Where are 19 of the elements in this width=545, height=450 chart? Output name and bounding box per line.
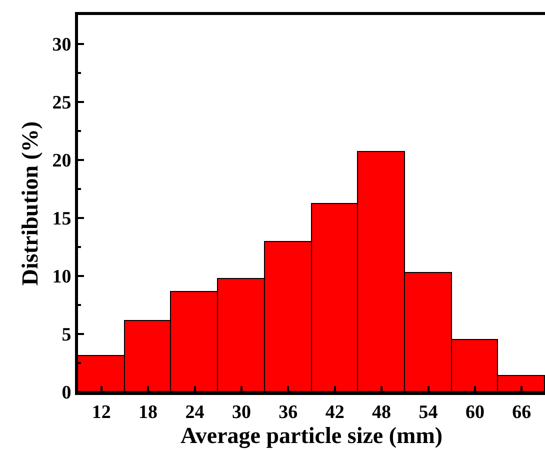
x-tick-label: 18: [138, 402, 158, 423]
x-tick-label: 36: [278, 402, 298, 423]
x-tick-label: 54: [418, 402, 438, 423]
x-axis-title: Average particle size (mm): [180, 422, 443, 449]
x-tick-label: 24: [185, 402, 205, 423]
y-axis-title: Distribution (%): [18, 121, 43, 286]
x-tick-label: 12: [92, 402, 111, 423]
x-tick-label: 60: [465, 402, 484, 423]
y-tick-label: 10: [52, 266, 72, 288]
y-tick-label: 25: [52, 92, 72, 114]
x-tick-label: 42: [325, 402, 344, 423]
x-tick-label: 66: [512, 402, 532, 423]
x-tick-label: 30: [232, 402, 251, 423]
y-tick-label: 0: [62, 382, 72, 404]
y-tick-label: 30: [52, 34, 72, 56]
y-tick-label: 15: [52, 208, 72, 230]
y-tick-label: 20: [52, 150, 72, 172]
x-tick-label: 48: [372, 402, 392, 423]
y-tick-label: 5: [62, 324, 72, 346]
